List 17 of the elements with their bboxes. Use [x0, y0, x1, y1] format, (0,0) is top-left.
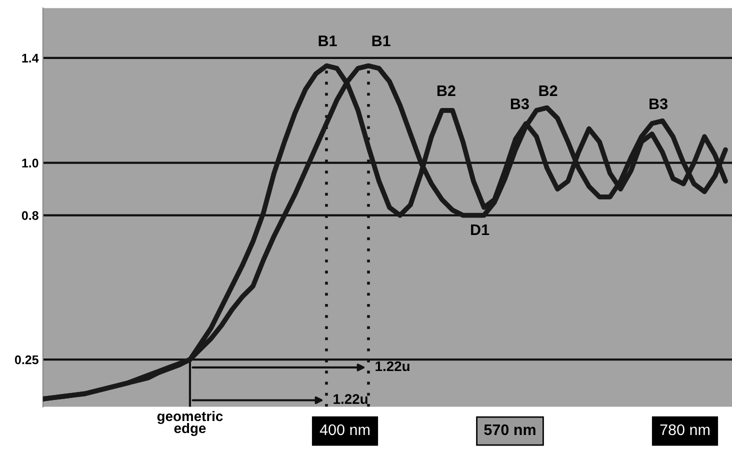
annotation: B2 — [437, 85, 456, 96]
annotation: B1 — [372, 36, 390, 46]
y-tick-label: 0.8 — [22, 211, 38, 220]
annotation: D1 — [471, 224, 490, 235]
annotation: B3 — [510, 98, 529, 110]
text: 780 nm — [660, 424, 710, 436]
annotation: 1.22u — [376, 361, 410, 372]
annotation: B2 — [539, 85, 558, 96]
x-tick-label: geometric edge — [157, 410, 223, 436]
annotation: 1.22u — [334, 394, 368, 404]
text: 400 nm — [320, 424, 370, 436]
y-tick-label: 0.25 — [14, 355, 38, 364]
y-tick-label: 1.0 — [22, 158, 38, 168]
text: 570 nm — [484, 424, 536, 436]
y-tick-label: 1.4 — [22, 54, 39, 62]
annotation: B1 — [318, 36, 337, 46]
annotation: B3 — [650, 98, 668, 110]
